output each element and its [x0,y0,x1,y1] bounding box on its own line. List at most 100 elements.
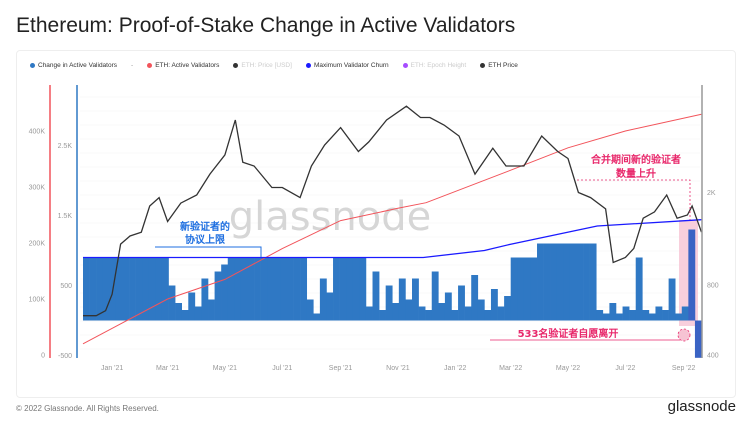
change-bar [300,257,308,321]
x-axis-tick: Sep '22 [672,365,696,372]
change-bar [563,243,571,321]
legend-separator: - [131,62,134,69]
change-bar [431,271,439,321]
legend-dot-icon [305,63,311,68]
change-bar [115,257,123,321]
change-bar [89,257,97,321]
legend-item-eth-price[interactable]: ETH Price [480,62,518,69]
change-bar [477,299,485,321]
change-bar [83,257,90,321]
legend-item-change[interactable]: Change in Active Validators [30,62,117,69]
change-bar [537,243,544,321]
axis-ticks: 0 100K 200K 300K 400K -500 500 1.5K 2.5K 400 800 2K… [29,129,719,373]
change-bar [135,257,143,321]
change-bar [569,243,577,321]
x-axis-tick: May '21 [213,365,237,372]
change-bar [464,306,472,321]
change-bar [490,289,498,321]
legend: Change in Active Validators - ETH: Activ… [30,62,518,69]
change-bar [615,313,623,321]
change-bar [359,257,367,321]
change-bar [346,257,354,321]
legend-item-max-churn[interactable]: Maximum Validator Churn [305,62,389,69]
change-bar [438,303,446,321]
change-bar [668,278,676,321]
legend-dot-icon [30,63,35,68]
change-bar [326,292,334,321]
x-axis-tick: Jul '21 [272,365,292,372]
price-axis-tick: 2K [707,190,716,197]
change-bar [412,278,419,321]
change-bar [675,313,683,321]
annotation-merge-rise-line1: 合并期间新的验证者 [590,153,681,166]
legend-item-epoch-height[interactable]: ETH: Epoch Height [402,62,466,69]
x-axis-tick: Jan '21 [101,365,123,372]
change-bar [583,243,590,321]
change-bar [471,275,479,321]
annotation-protocol-limit-line2: 协议上限 [185,233,226,246]
change-bar [142,257,150,321]
legend-item-price-usd[interactable]: ETH: Price [USD] [233,62,292,69]
change-bar [293,257,301,321]
annotation-protocol-limit-line1: 新验证者的 [180,220,230,233]
eth-price-line [83,105,703,317]
change-bar [168,285,176,321]
legend-dot-icon [402,63,408,68]
change-bar [240,257,248,321]
change-bar [188,292,196,321]
annotation-protocol-limit-arrow [155,246,262,257]
x-axis-tick: Mar '21 [156,365,179,372]
x-axis-tick: May '22 [556,365,580,372]
change-bar [333,257,340,321]
change-bar [208,299,215,321]
validators-axis-tick: 300K [29,185,46,192]
change-bar [372,271,380,321]
change-bar [227,257,235,321]
change-bar [379,310,386,321]
change-bar [530,257,538,321]
change-bar [418,306,426,321]
change-bar [260,257,268,321]
change-bar [425,310,433,321]
change-bars [83,229,703,358]
change-bar [221,264,229,321]
change-bar [286,257,294,321]
legend-item-active-validators[interactable]: ETH: Active Validators [147,62,219,69]
change-bar [175,303,182,321]
change-bar [194,306,202,321]
footer-copyright: © 2022 Glassnode. All Rights Reserved. [16,404,159,413]
x-axis-tick: Jan '22 [444,365,466,372]
change-bar [392,303,400,321]
change-bar [444,292,452,321]
change-bar [365,306,373,321]
change-bar [550,243,558,321]
change-bar [451,310,459,321]
change-bar [556,243,564,321]
change-bar [273,257,281,321]
change-bar [484,310,492,321]
glassnode-logo: glassnode [667,398,736,415]
change-bar [589,243,597,321]
change-bar [96,257,104,321]
change-bar [458,285,465,321]
annotation-exit-circle [677,328,691,342]
legend-dot-icon [480,63,486,68]
x-axis-tick: Sep '21 [329,365,353,372]
change-axis-tick: -500 [58,353,72,360]
active-validators-line [82,113,702,345]
change-bar [510,257,518,321]
change-bar [148,257,156,321]
series-lines [82,105,703,345]
max-validator-churn-line [83,219,702,259]
change-axis-tick: 500 [60,283,72,290]
change-bar [602,313,610,321]
change-bar [504,296,511,321]
price-axis-tick: 800 [707,283,719,290]
annotation-merge-rise-line2: 数量上升 [616,167,656,180]
change-bar [313,313,321,321]
page-title: Ethereum: Proof-of-Stake Change in Activ… [16,14,516,37]
validators-axis-tick: 0 [41,353,45,360]
change-bar [629,310,637,321]
change-bar [635,257,643,321]
